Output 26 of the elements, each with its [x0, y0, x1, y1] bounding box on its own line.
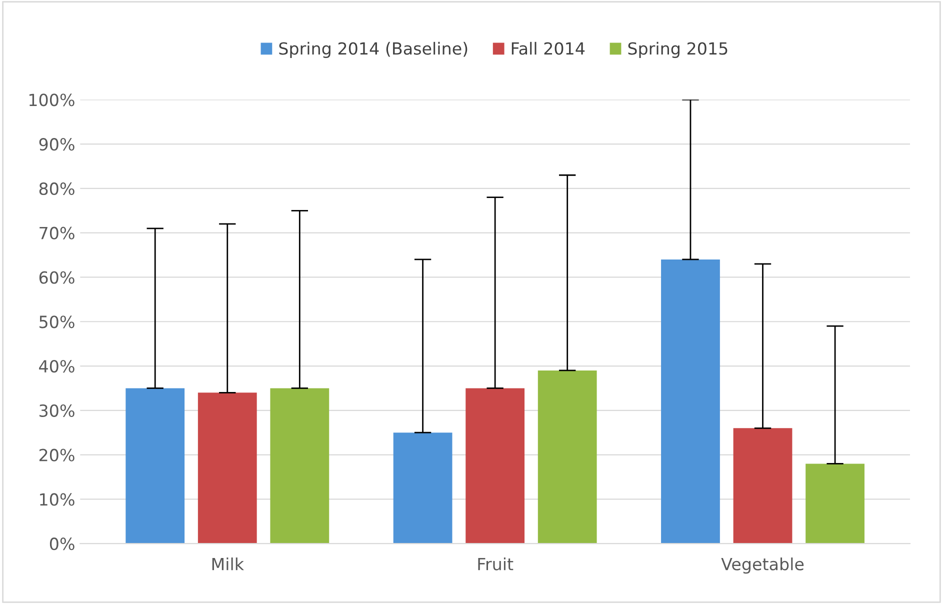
- y-tick-label: 0%: [50, 538, 74, 550]
- y-tick-label: 60%: [39, 271, 74, 284]
- bar: [270, 388, 330, 544]
- bar: [126, 388, 185, 544]
- bar: [466, 388, 525, 544]
- y-tick-label: 20%: [39, 448, 74, 462]
- bar: [661, 259, 720, 544]
- y-tick-label: 70%: [40, 226, 74, 240]
- legend-label: Spring 2014 (Baseline): [279, 42, 468, 58]
- y-tick-label: 80%: [39, 182, 74, 196]
- x-tick-label: Fruit: [478, 557, 514, 570]
- y-tick-label: 100%: [29, 94, 74, 106]
- bar: [806, 464, 864, 544]
- bar: [733, 428, 792, 544]
- bar: [198, 392, 257, 544]
- x-tick-label: Vegetable: [721, 557, 804, 574]
- y-tick-label: 90%: [39, 138, 74, 151]
- x-tick-label: Milk: [212, 557, 244, 570]
- y-tick-label: 10%: [40, 493, 74, 506]
- y-tick-label: 50%: [40, 316, 74, 328]
- y-tick-label: 30%: [40, 404, 74, 417]
- bar: [393, 432, 452, 544]
- bar: [538, 370, 597, 544]
- legend-label: Spring 2015: [628, 42, 728, 58]
- y-tick-label: 40%: [39, 360, 74, 373]
- legend-label: Fall 2014: [512, 42, 585, 55]
